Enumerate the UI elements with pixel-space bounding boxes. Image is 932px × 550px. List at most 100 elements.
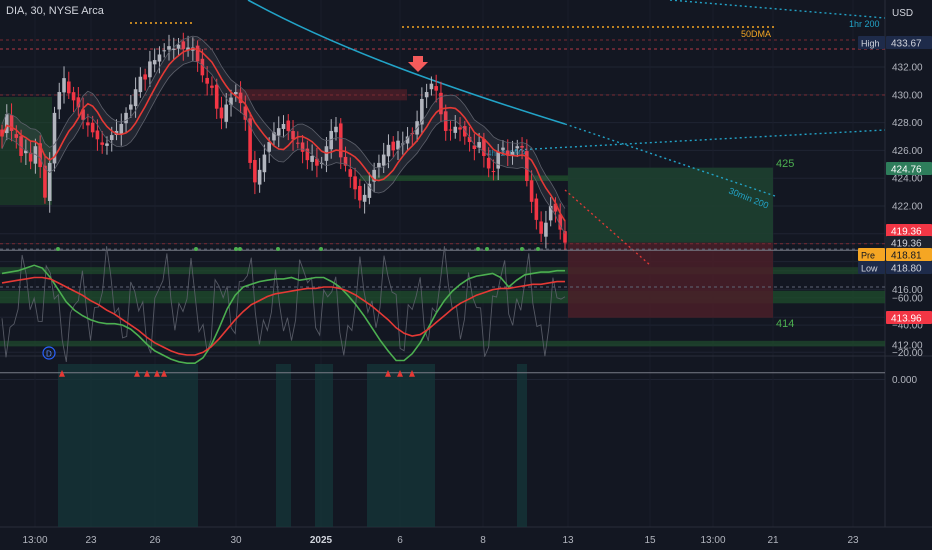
pre-badge-label-bg [858, 248, 885, 261]
osc-overbought-marker [144, 369, 150, 377]
candle-body [28, 152, 33, 162]
candle-body [224, 104, 229, 122]
candle-body [19, 136, 23, 156]
osc-overbought-marker [154, 369, 160, 377]
candle-body [186, 47, 190, 51]
target-badge-bg [886, 162, 932, 175]
osc-highlight [58, 364, 198, 527]
symbol-header: DIA, 30, NYSE Arca [6, 5, 104, 17]
candle-body [143, 74, 147, 80]
osc-oversold-marker [536, 246, 540, 251]
ma-ribbon [2, 36, 565, 234]
candle-body [348, 169, 353, 177]
target-badge-value: 424.76 [891, 165, 922, 176]
time-tick-label: 30 [230, 535, 242, 546]
high-badge-label: High [861, 39, 880, 49]
candle-body [315, 158, 319, 166]
candle-body [171, 48, 176, 50]
high-badge-bg [886, 36, 932, 49]
candle-body [157, 54, 162, 62]
time-tick-label: 13:00 [22, 535, 47, 546]
ma-1hr-label: 1hr 200 [849, 19, 880, 29]
candle-body [329, 130, 334, 150]
candle-body [205, 77, 209, 84]
candle-body [525, 151, 529, 181]
last-price-badge-bg [886, 236, 932, 249]
candle-body [548, 206, 553, 221]
time-tick-label: 13:00 [700, 535, 725, 546]
candle-body [243, 106, 248, 120]
low-badge-value: 418.80 [891, 264, 922, 275]
candle-body [4, 114, 9, 134]
time-tick-label: 23 [847, 535, 859, 546]
pre-badge-label: Pre [861, 251, 875, 261]
candle-body [515, 146, 520, 149]
candle-body [81, 109, 85, 120]
last-price-badge-value: 419.36 [891, 239, 922, 250]
osc-tick-label: −40.00 [892, 321, 923, 332]
currency-label: USD [892, 8, 913, 19]
osc-oversold-marker [520, 246, 524, 251]
candle-body [463, 126, 467, 137]
candle-body [33, 146, 38, 164]
candle-body [210, 85, 214, 88]
time-tick-label: 23 [85, 535, 97, 546]
osc-tick-label: 0.000 [892, 375, 917, 386]
candle-body [477, 142, 481, 148]
ma-ribbon-lower [1, 60, 566, 234]
candle-body [372, 169, 376, 182]
ma-red-line [1, 47, 566, 222]
candle-body [272, 132, 276, 141]
candle-body [257, 169, 262, 185]
candle-body [486, 157, 491, 169]
osc-oversold-marker [194, 246, 198, 251]
candle-body [248, 118, 252, 163]
candle-body [467, 136, 472, 143]
osc-oversold-marker [238, 246, 242, 251]
candle-body [505, 150, 510, 155]
osc-highlight [315, 364, 333, 527]
candle-body [0, 129, 4, 137]
candle-body [152, 60, 157, 65]
candle-body [553, 203, 558, 212]
low-badge-label-bg [858, 261, 885, 274]
candle-body [86, 122, 90, 126]
candle-body [24, 150, 28, 154]
candle-body [377, 162, 381, 168]
osc-raw-line [1, 246, 566, 362]
candle-body [57, 92, 62, 110]
candle-body [291, 131, 295, 140]
candle-body [534, 198, 539, 220]
candle-body [181, 41, 186, 49]
candle-body [529, 180, 534, 202]
ma-4hr-200-line [514, 129, 886, 151]
candle-body [167, 46, 171, 50]
last-red-badge-value: 419.36 [891, 227, 922, 238]
target-zone [568, 167, 773, 243]
last-red-badge-bg [886, 224, 932, 237]
time-tick-label: 26 [149, 535, 161, 546]
candle-body [286, 120, 291, 131]
ma-50-label: 50DMA [741, 29, 771, 39]
osc-tick-label: −60.00 [892, 293, 923, 304]
ma-red-projection [564, 189, 651, 266]
candle-body [38, 143, 42, 168]
time-tick-label: 6 [397, 535, 403, 546]
price-tick-label: 432.00 [892, 63, 923, 74]
high-badge-label-bg [858, 36, 885, 49]
candle-body [95, 130, 100, 140]
osc-overbought-marker [397, 369, 403, 377]
candle-body [458, 127, 462, 130]
price-tick-label: 428.00 [892, 118, 923, 129]
price-tick-label: 430.00 [892, 90, 923, 101]
time-tick-label: 13 [562, 535, 574, 546]
time-tick-label: 8 [480, 535, 486, 546]
candle-body [434, 86, 438, 91]
osc-oversold-marker [276, 246, 280, 251]
candle-body [334, 126, 338, 133]
candle-body [9, 115, 14, 131]
osc-overbought-marker [59, 369, 65, 377]
price-tick-label: 426.00 [892, 146, 923, 157]
low-badge-bg [886, 261, 932, 274]
